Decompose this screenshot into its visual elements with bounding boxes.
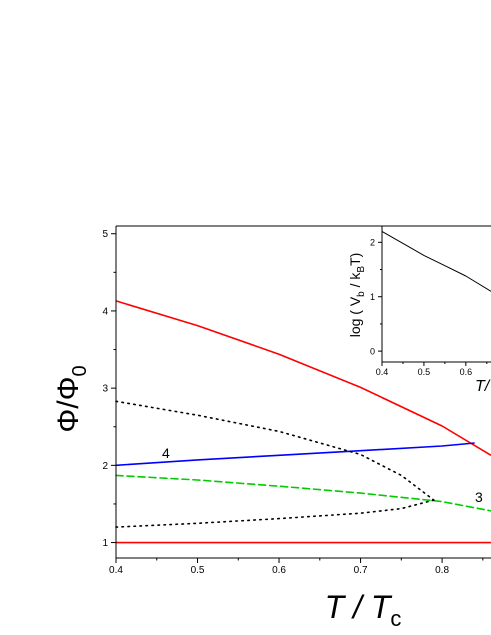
- curve-label-3: 3: [475, 489, 483, 505]
- main-ticks: 0.4 0.5 0.6 0.7 0.8 1 2 3 4 5: [102, 229, 484, 576]
- main-y-tick-label: 5: [102, 229, 108, 240]
- inset-y-label-s2: B: [356, 266, 367, 273]
- inset-axes: [381, 225, 491, 363]
- main-series-0-line: [115, 300, 491, 456]
- main-y-tick-label: 1: [102, 538, 108, 549]
- inset-series-0-line: [381, 230, 491, 292]
- main-series-5-line: [115, 499, 435, 528]
- curve-label-4: 4: [162, 445, 170, 461]
- inset-x-tick-label: 0.6: [460, 367, 473, 377]
- main-series-group: [115, 300, 491, 544]
- inset-y-tick-label: 0: [370, 346, 375, 356]
- main-x-tick-label: 0.5: [191, 565, 205, 576]
- main-x-tick-label: 0.6: [272, 565, 286, 576]
- inset-y-tick-label: 1: [370, 292, 375, 302]
- main-y-tick-label: 2: [102, 461, 108, 472]
- inset-y-label-s1: b: [356, 291, 367, 297]
- main-x-tick-label: 0.8: [435, 565, 449, 576]
- inset-series-group: [381, 230, 491, 292]
- main-y-axis-label-sub: 0: [69, 365, 91, 376]
- main-plot: 0.4 0.5 0.6 0.7 0.8 1 2 3 4 5: [102, 225, 491, 576]
- main-x-tick-label: 0.4: [109, 565, 123, 576]
- inset-y-label-p2: / k: [347, 272, 363, 292]
- main-y-tick-label: 4: [102, 306, 108, 317]
- main-x-tick-label: 0.7: [354, 565, 368, 576]
- main-x-axis-label: T / Tc: [325, 589, 402, 631]
- main-x-axis-label-main: T / T: [325, 589, 393, 625]
- inset-x-axis-label: T/: [475, 378, 491, 395]
- inset-x-tick-label: 0.4: [376, 367, 389, 377]
- main-series-2-line: [115, 442, 475, 467]
- main-axes: [115, 225, 491, 559]
- main-y-tick-label: 3: [102, 384, 108, 395]
- main-x-axis-label-sub: c: [390, 606, 401, 631]
- main-series-3-line: [115, 474, 491, 512]
- inset-y-axis-label: log ( Vb / kBT): [347, 253, 367, 338]
- inset-x-tick-label: 0.5: [418, 367, 431, 377]
- inset-y-label-p1: log ( V: [347, 296, 363, 337]
- inset-ticks: 0.4 0.5 0.6 0 1 2: [370, 237, 488, 377]
- inset-y-label-p3: T): [347, 253, 363, 266]
- main-y-axis-label-main: Φ/Φ: [52, 376, 85, 432]
- main-y-axis-label: Φ/Φ0: [52, 365, 91, 432]
- inset-plot: 0.4 0.5 0.6 0 1 2: [370, 225, 491, 377]
- inset-y-tick-label: 2: [370, 237, 375, 247]
